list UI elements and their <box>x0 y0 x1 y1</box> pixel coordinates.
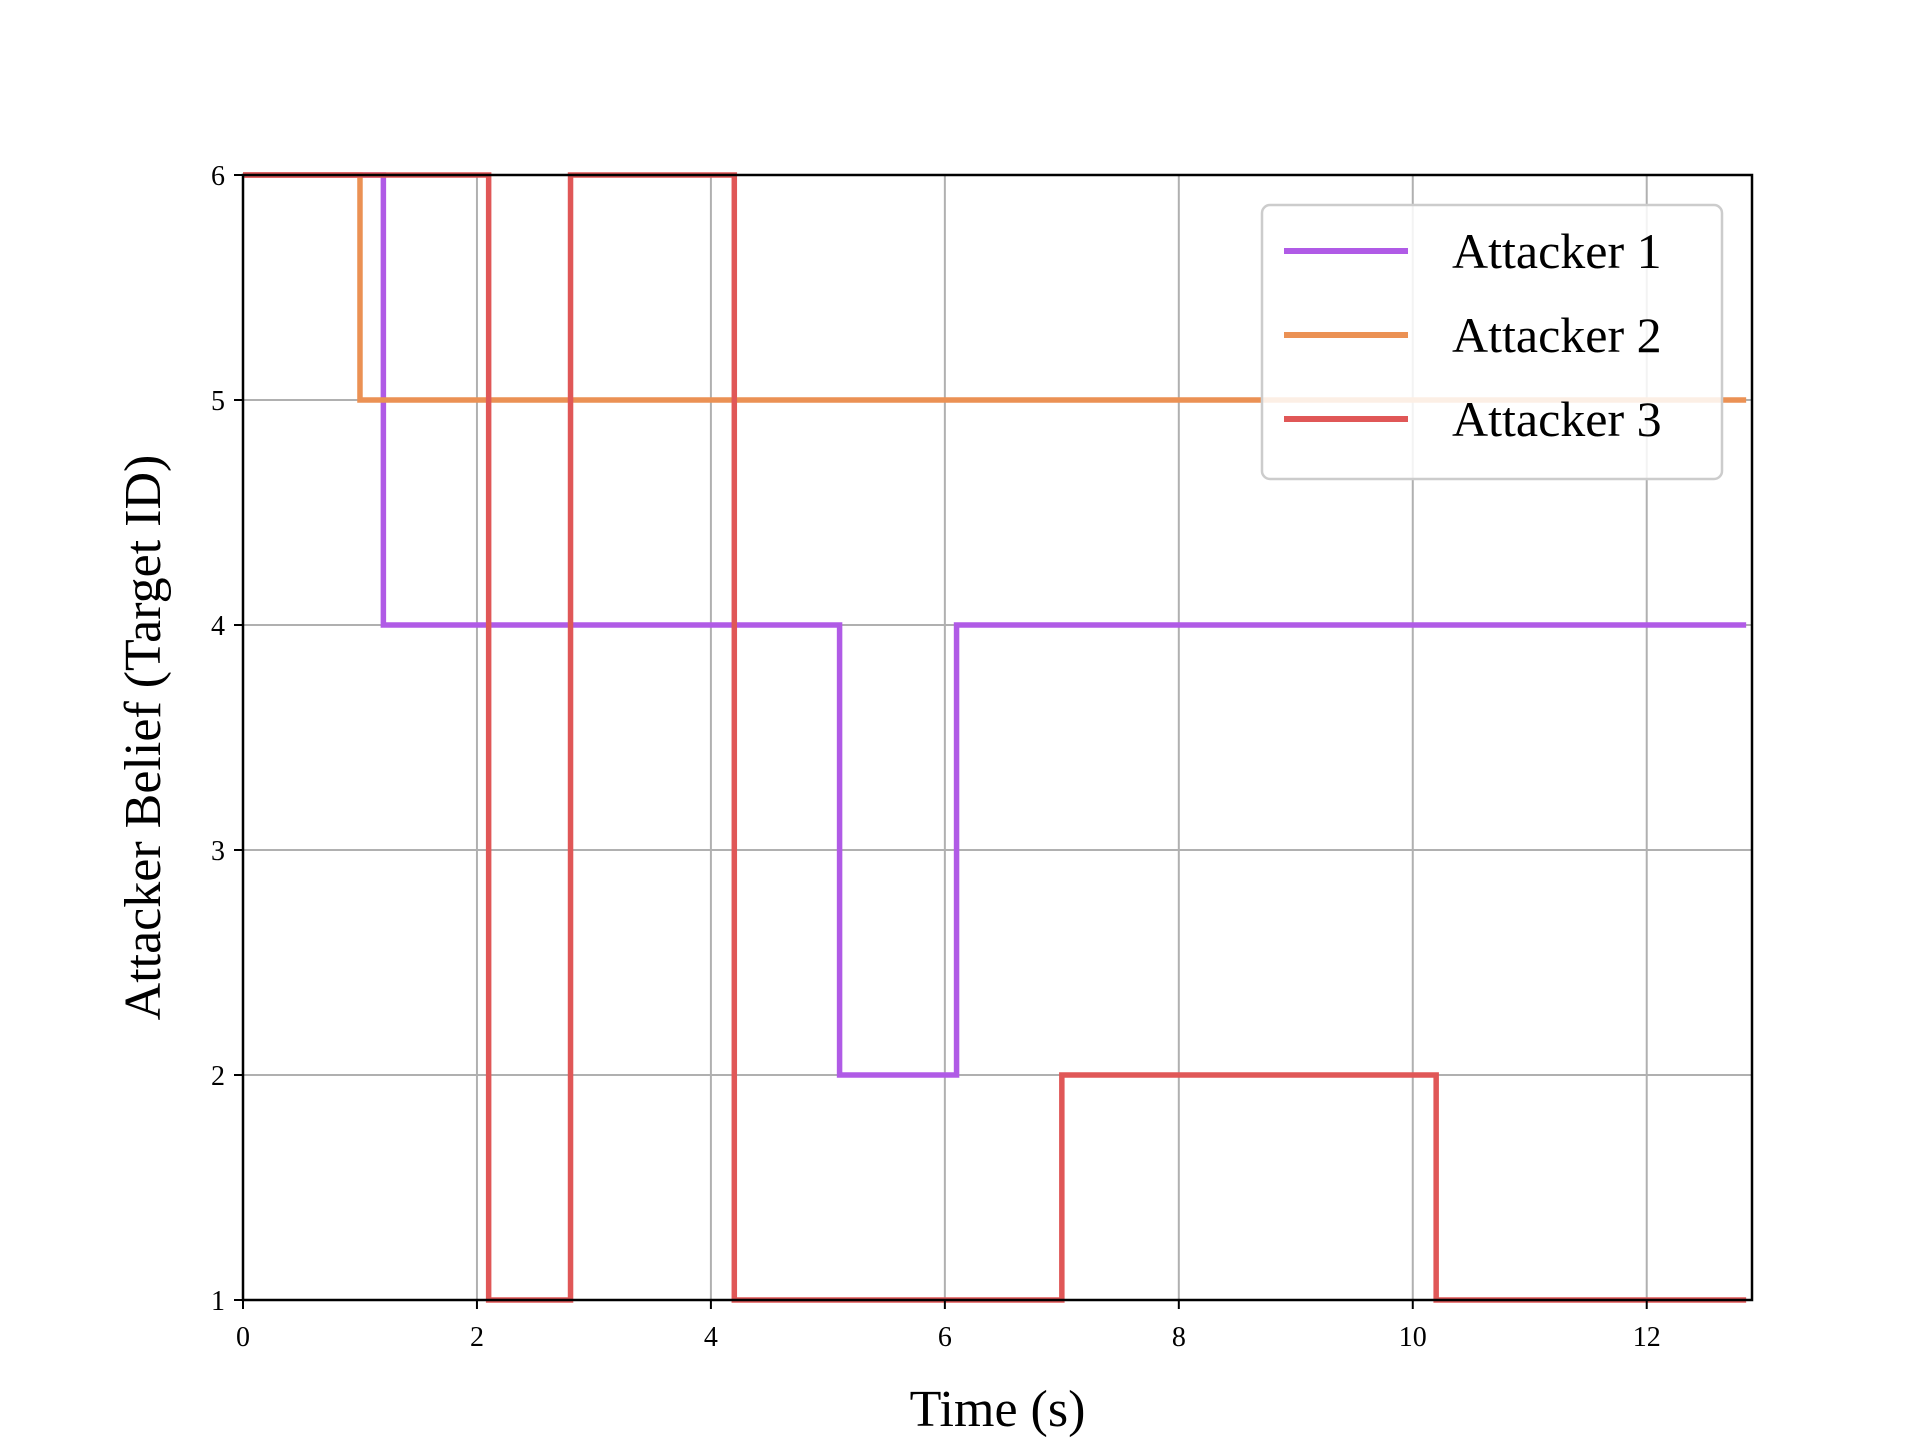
legend: Attacker 1 Attacker 2 Attacker 3 <box>1260 203 1724 481</box>
plot-area-frame <box>241 173 1754 1302</box>
y-axis-label: Attacker Belief (Target ID) <box>115 455 172 1021</box>
y-tick-label: 2 <box>211 1061 225 1092</box>
legend-box <box>1260 203 1724 481</box>
x-axis-label: Time (s) <box>910 1381 1086 1438</box>
legend-label-attacker-1: Attacker 1 <box>1452 223 1662 279</box>
legend-items: Attacker 1 Attacker 2 Attacker 3 <box>1284 223 1662 447</box>
y-tick-label: 6 <box>211 161 225 192</box>
x-tick-label: 4 <box>704 1322 718 1353</box>
x-tick-label: 8 <box>1172 1322 1186 1353</box>
y-tick-label: 3 <box>211 836 225 867</box>
x-tick-label: 6 <box>938 1322 952 1353</box>
x-tick-label: 2 <box>470 1322 484 1353</box>
y-tick-label: 4 <box>211 611 225 642</box>
x-tick-label: 0 <box>236 1322 250 1353</box>
y-tick-label: 1 <box>211 1286 225 1317</box>
legend-label-attacker-3: Attacker 3 <box>1452 391 1662 447</box>
series-line-attacker-3 <box>243 172 1747 1303</box>
x-tick-label: 10 <box>1399 1322 1427 1353</box>
legend-label-attacker-2: Attacker 2 <box>1452 307 1662 363</box>
series-line-attacker-1 <box>243 172 1747 1078</box>
y-tick-label: 5 <box>211 386 225 417</box>
x-tick-label: 12 <box>1633 1322 1661 1353</box>
